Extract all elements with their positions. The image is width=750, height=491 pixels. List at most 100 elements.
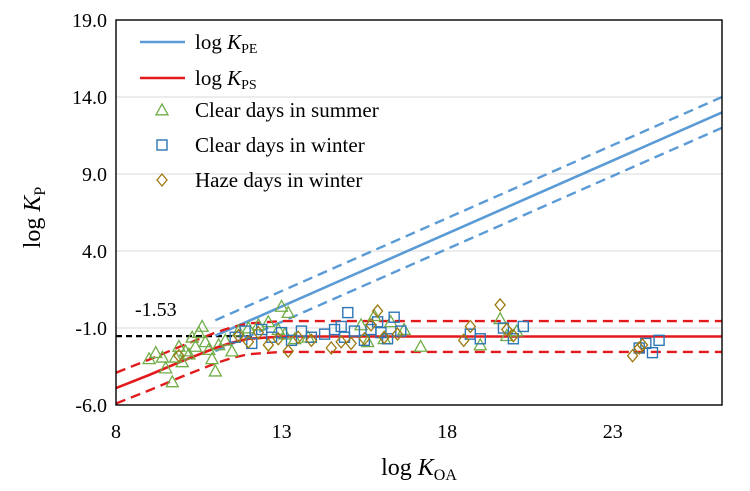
point-winter_haze bbox=[262, 337, 275, 352]
point-winter_clear bbox=[517, 320, 530, 333]
point-summer bbox=[413, 339, 428, 352]
point-summer bbox=[281, 305, 296, 319]
point-summer bbox=[191, 325, 206, 339]
legend-label: log KPE bbox=[195, 30, 257, 57]
y-tick-label: -6.0 bbox=[75, 395, 107, 417]
baseline-annotation: -1.53 bbox=[135, 299, 177, 321]
point-summer bbox=[171, 339, 187, 352]
point-summer bbox=[277, 326, 292, 340]
point-summer bbox=[224, 343, 240, 357]
plot-frame bbox=[115, 19, 723, 406]
point-summer bbox=[158, 360, 173, 374]
point-summer bbox=[155, 349, 170, 363]
point-summer bbox=[181, 346, 196, 360]
point-winter_haze bbox=[457, 333, 470, 348]
point-summer bbox=[201, 342, 216, 356]
point-winter_clear bbox=[342, 306, 354, 319]
y-axis-title: log KP bbox=[20, 187, 49, 249]
point-summer bbox=[198, 334, 213, 348]
legend-swatch-winter_haze bbox=[156, 172, 168, 188]
point-summer bbox=[165, 374, 180, 388]
y-tick-label: 19.0 bbox=[72, 10, 107, 32]
point-winter_haze bbox=[636, 337, 649, 352]
point-winter_clear bbox=[246, 337, 258, 350]
point-winter_haze bbox=[494, 297, 506, 312]
point-winter_haze bbox=[335, 334, 348, 349]
point-summer bbox=[188, 339, 203, 352]
x-tick-label: 18 bbox=[437, 421, 457, 443]
point-winter_haze bbox=[371, 304, 384, 319]
point-winter_haze bbox=[325, 341, 338, 356]
x-tick-label: 8 bbox=[111, 421, 121, 443]
point-summer bbox=[185, 329, 200, 343]
legend-label: Clear days in winter bbox=[195, 133, 365, 157]
point-winter_haze bbox=[232, 328, 245, 343]
line-pe-bound bbox=[214, 126, 723, 353]
point-winter_haze bbox=[391, 327, 404, 342]
point-summer bbox=[142, 351, 157, 365]
legend-label: Haze days in winter bbox=[195, 168, 362, 192]
point-winter_haze bbox=[272, 331, 285, 346]
point-winter_clear bbox=[305, 331, 318, 343]
point-summer bbox=[194, 319, 210, 332]
point-winter_clear bbox=[229, 331, 241, 343]
point-summer bbox=[208, 363, 223, 377]
line-pe-bound bbox=[214, 95, 723, 322]
y-tick-label: 14.0 bbox=[72, 87, 107, 109]
point-winter_clear bbox=[497, 322, 510, 334]
point-winter_haze bbox=[252, 325, 265, 340]
y-tick-label: 4.0 bbox=[82, 241, 107, 263]
point-winter_haze bbox=[282, 344, 295, 359]
point-winter_clear bbox=[474, 333, 486, 345]
point-summer bbox=[168, 349, 183, 363]
point-winter_haze bbox=[507, 328, 520, 343]
point-winter_clear bbox=[328, 323, 341, 336]
legend-label: Clear days in summer bbox=[195, 98, 379, 122]
point-winter_haze bbox=[173, 348, 185, 363]
point-winter_haze bbox=[626, 348, 639, 363]
legend-swatch-winter_clear bbox=[156, 139, 168, 151]
data-points bbox=[142, 297, 665, 388]
point-summer bbox=[261, 314, 276, 328]
point-summer bbox=[241, 320, 256, 334]
point-winter_haze bbox=[633, 341, 646, 356]
point-summer bbox=[231, 323, 246, 337]
point-summer bbox=[396, 322, 412, 335]
point-summer bbox=[287, 331, 302, 345]
point-winter_haze bbox=[292, 330, 304, 345]
point-winter_haze bbox=[305, 333, 318, 348]
point-winter_haze bbox=[345, 336, 357, 351]
point-winter_clear bbox=[335, 320, 347, 333]
legend-swatch-summer bbox=[154, 102, 170, 116]
point-winter_clear bbox=[348, 325, 361, 337]
point-winter_haze bbox=[242, 334, 255, 349]
legend: log KPE log KPS Clear days in summer Clear … bbox=[140, 30, 379, 192]
point-summer bbox=[271, 322, 286, 335]
point-summer bbox=[274, 299, 289, 312]
point-winter_clear bbox=[653, 334, 665, 347]
y-tick-label: -1.0 bbox=[75, 318, 107, 340]
line-pe bbox=[214, 111, 723, 337]
point-winter_haze bbox=[365, 317, 377, 332]
point-summer bbox=[383, 314, 398, 328]
point-winter_clear bbox=[507, 333, 520, 345]
point-summer bbox=[211, 337, 226, 351]
point-winter_haze bbox=[378, 330, 391, 345]
point-summer bbox=[148, 345, 163, 359]
point-winter_haze bbox=[500, 322, 513, 337]
line-ps-bound bbox=[115, 350, 722, 405]
point-summer bbox=[367, 308, 382, 322]
point-summer bbox=[499, 328, 514, 342]
point-summer bbox=[218, 332, 233, 346]
tick-labels: -6.0 -1.0 4.0 9.0 14.0 19.0 8 13 18 23 bbox=[72, 10, 623, 443]
point-winter_haze bbox=[358, 331, 371, 346]
point-winter_clear bbox=[388, 311, 400, 323]
y-tick-label: 9.0 bbox=[82, 164, 107, 186]
point-winter_haze bbox=[464, 319, 477, 334]
point-summer bbox=[178, 343, 193, 357]
x-tick-label: 13 bbox=[272, 421, 292, 443]
point-summer bbox=[360, 334, 375, 348]
x-axis-title: log KOA bbox=[381, 455, 457, 484]
point-winter_clear bbox=[646, 346, 659, 359]
